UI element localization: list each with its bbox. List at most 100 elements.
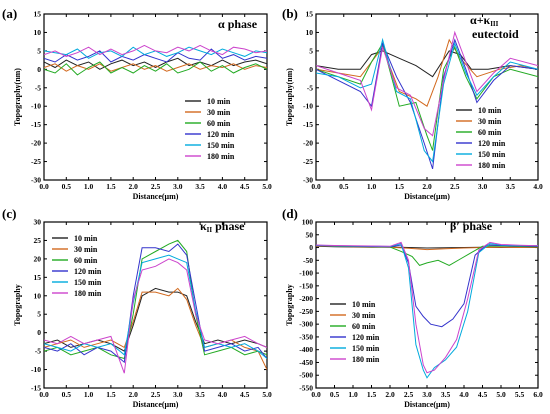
legend-entry: 180 min bbox=[478, 161, 506, 170]
x-axis-title: Distance(μm) bbox=[404, 400, 450, 409]
y-tick-label: 20 bbox=[34, 254, 42, 263]
y-tick-label: -30 bbox=[31, 176, 41, 185]
y-axis-title: Topography bbox=[13, 284, 22, 326]
y-tick-label: -350 bbox=[299, 332, 313, 341]
legend-entry: 180 min bbox=[352, 355, 380, 364]
y-tick-label: -25 bbox=[303, 157, 313, 166]
y-tick-label: -25 bbox=[31, 157, 41, 166]
x-axis-title: Distance(μm) bbox=[404, 192, 450, 201]
panel-label: (d) bbox=[282, 206, 298, 221]
x-tick-label: 3.0 bbox=[173, 390, 183, 399]
legend-entry: 150 min bbox=[478, 150, 506, 159]
y-tick-label: 0 bbox=[309, 65, 313, 74]
legend-entry: 180 min bbox=[207, 152, 235, 161]
y-tick-label: 5 bbox=[309, 46, 313, 55]
legend-entry: 60 min bbox=[478, 128, 502, 137]
legend-entry: 60 min bbox=[207, 119, 231, 128]
y-tick-label: -150 bbox=[299, 281, 313, 290]
y-tick-label: 30 bbox=[34, 218, 42, 227]
y-tick-label: 15 bbox=[34, 273, 42, 282]
legend-entry: 150 min bbox=[352, 344, 380, 353]
y-axis-title: Topography(nm) bbox=[285, 68, 294, 126]
panel-title: α phase bbox=[218, 17, 258, 31]
x-tick-label: 5.0 bbox=[262, 390, 272, 399]
x-tick-label: 2.0 bbox=[129, 390, 139, 399]
y-tick-label: 0 bbox=[37, 65, 41, 74]
y-tick-label: -300 bbox=[299, 320, 313, 329]
panel-title-line2: eutectoid bbox=[472, 27, 519, 41]
series-line-120-min bbox=[44, 48, 267, 63]
legend-entry: 150 min bbox=[74, 278, 102, 287]
legend-entry: 10 min bbox=[478, 106, 502, 115]
legend-entry: 180 min bbox=[74, 289, 102, 298]
chart-panel-3: 0.0 0.5 1.0 1.5 2.0 2.5 3.0 3.5 4.0 4.5 5.0 -15 -10 -… bbox=[2, 206, 272, 409]
y-tick-label: 10 bbox=[306, 28, 314, 37]
x-tick-label: 1.5 bbox=[106, 390, 116, 399]
x-tick-label: 2.5 bbox=[450, 182, 460, 191]
chart-panel-1: 0.0 0.5 1.0 1.5 2.0 2.5 3.0 3.5 4.0 4.5 5.0 -30 -25 -… bbox=[2, 6, 272, 201]
chart-panel-2: 0.0 0.5 1.0 1.5 2.0 2.5 3.0 3.5 4.0 -30 -25 -20 -15 -… bbox=[282, 6, 543, 201]
x-axis-title: Distance(μm) bbox=[133, 400, 179, 409]
series-line-60-min bbox=[44, 61, 267, 76]
y-axis-title: Topography bbox=[285, 284, 294, 326]
x-tick-label: 1.5 bbox=[395, 182, 405, 191]
panel-label: (a) bbox=[2, 6, 17, 21]
x-tick-label: 3.0 bbox=[422, 390, 432, 399]
y-tick-label: -250 bbox=[299, 307, 313, 316]
y-tick-label: -10 bbox=[31, 102, 41, 111]
series-line-60-min bbox=[44, 239, 267, 360]
series-line-60-min bbox=[316, 42, 538, 151]
y-tick-label: -100 bbox=[299, 269, 313, 278]
series-line-150-min bbox=[44, 254, 267, 359]
series-line-180-min bbox=[316, 30, 538, 137]
panel-title: α+κIII bbox=[470, 13, 499, 28]
y-tick-label: -5 bbox=[307, 83, 313, 92]
x-tick-label: 4.0 bbox=[218, 390, 228, 399]
series-line-150-min bbox=[316, 37, 538, 163]
y-axis-title: Topography(nm) bbox=[13, 68, 22, 126]
y-tick-label: -20 bbox=[303, 139, 313, 148]
y-tick-label: 25 bbox=[34, 236, 42, 245]
x-tick-label: 6.0 bbox=[533, 390, 543, 399]
series-line-180-min bbox=[316, 241, 538, 374]
series-line-30-min bbox=[44, 63, 267, 72]
x-tick-label: 3.0 bbox=[478, 182, 488, 191]
x-tick-label: 3.5 bbox=[195, 182, 205, 191]
x-tick-label: 0.5 bbox=[62, 390, 72, 399]
x-tick-label: 0.0 bbox=[311, 182, 321, 191]
y-tick-label: -200 bbox=[299, 294, 313, 303]
legend-entry: 120 min bbox=[352, 333, 380, 342]
y-tick-label: -5 bbox=[35, 83, 41, 92]
y-tick-label: -15 bbox=[31, 120, 41, 129]
y-tick-label: -50 bbox=[303, 256, 313, 265]
series-line-10-min bbox=[44, 57, 267, 70]
x-tick-label: 0.5 bbox=[339, 182, 349, 191]
x-tick-label: 5.5 bbox=[515, 390, 525, 399]
y-tick-label: -15 bbox=[31, 384, 41, 393]
x-tick-label: 2.0 bbox=[385, 390, 395, 399]
y-tick-label: 15 bbox=[34, 10, 42, 19]
y-tick-label: 15 bbox=[306, 10, 314, 19]
legend-entry: 120 min bbox=[478, 139, 506, 148]
x-tick-label: 1.5 bbox=[106, 182, 116, 191]
y-tick-label: 0 bbox=[309, 243, 313, 252]
chart-panel-4: 0.0 0.5 1.0 1.5 2.0 2.5 3.0 3.5 4.0 4.5 5.0 5.5 6.0 -… bbox=[282, 206, 543, 409]
x-tick-label: 1.0 bbox=[348, 390, 358, 399]
x-tick-label: 0.0 bbox=[311, 390, 321, 399]
y-tick-label: -450 bbox=[299, 358, 313, 367]
legend-entry: 60 min bbox=[352, 322, 376, 331]
y-tick-label: 10 bbox=[34, 28, 42, 37]
y-tick-label: 5 bbox=[37, 310, 41, 319]
x-tick-label: 2.0 bbox=[422, 182, 432, 191]
y-tick-label: -10 bbox=[303, 102, 313, 111]
panel-title: κII phase bbox=[200, 219, 245, 234]
y-tick-label: 100 bbox=[302, 218, 314, 227]
x-tick-label: 4.0 bbox=[459, 390, 469, 399]
y-tick-label: 10 bbox=[34, 291, 42, 300]
y-tick-label: -10 bbox=[31, 365, 41, 374]
x-tick-label: 1.0 bbox=[367, 182, 377, 191]
y-tick-label: -500 bbox=[299, 371, 313, 380]
y-tick-label: -15 bbox=[303, 120, 313, 129]
legend-entry: 30 min bbox=[352, 311, 376, 320]
